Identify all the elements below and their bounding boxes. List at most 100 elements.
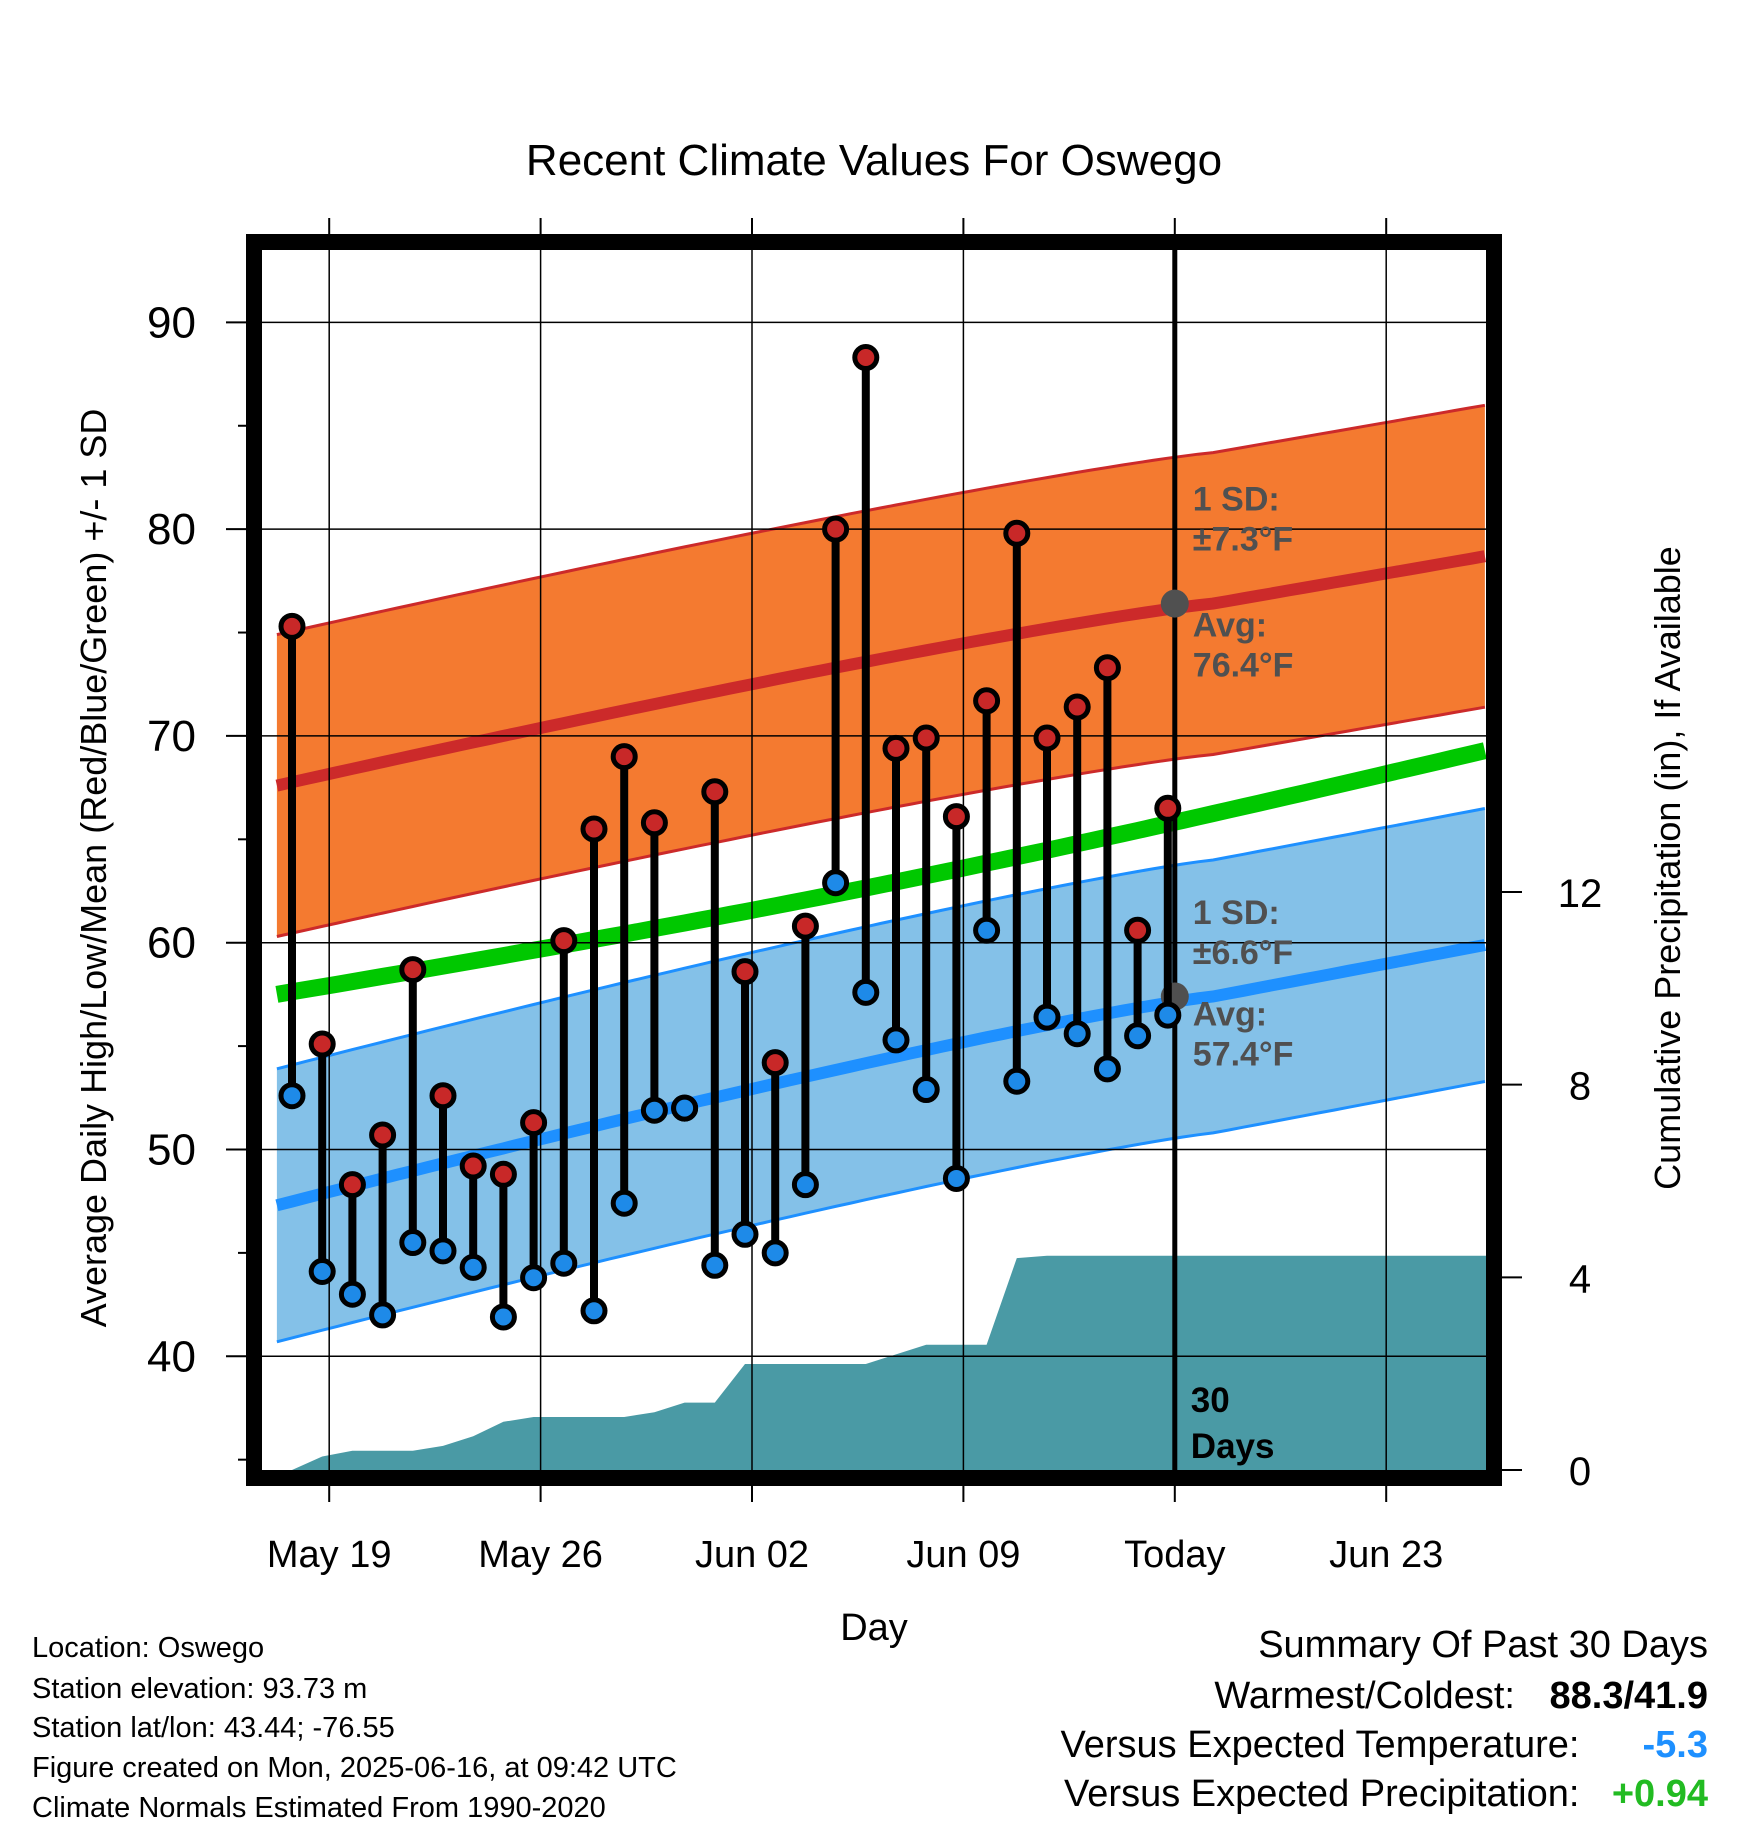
daily-high-point: [369, 1121, 397, 1149]
plot-area: 1 SD: ±7.3°F Avg: 76.4°F 1 SD: ±6.6°F Avg: 57.4…: [147, 218, 1602, 1576]
y-tick-label: 40: [147, 1332, 196, 1381]
high-normal-line: [275, 550, 1486, 792]
daily-high-point: [1154, 794, 1182, 822]
daily-low-point: [973, 916, 1001, 944]
summary-temp-label: Versus Expected Temperature:: [1060, 1724, 1580, 1766]
x-tick-label: Today: [1124, 1534, 1225, 1576]
daily-high-point: [489, 1160, 517, 1188]
y2-tick-label: 8: [1569, 1065, 1591, 1109]
daily-low-point: [1124, 1022, 1152, 1050]
y-tick-label: 90: [147, 298, 196, 347]
y-tick-label: 60: [147, 919, 196, 968]
low-sd-upper-edge: [276, 807, 1486, 1071]
summary-warm-cold-value: 88.3/41.9: [1549, 1675, 1708, 1717]
y2-tick-label: 12: [1558, 872, 1603, 916]
daily-high-point: [308, 1030, 336, 1058]
x-tick-label: Jun 02: [695, 1534, 809, 1576]
x-tick-label: May 19: [267, 1534, 392, 1576]
summary-temp-value: -5.3: [1642, 1724, 1708, 1766]
daily-high-point: [550, 927, 578, 955]
daily-high-point: [1124, 916, 1152, 944]
x-tick-label: Jun 23: [1329, 1534, 1443, 1576]
daily-low-point: [550, 1249, 578, 1277]
daily-high-point: [822, 515, 850, 543]
today-high-normal-marker: [1160, 589, 1189, 618]
daily-low-point: [701, 1251, 729, 1279]
daily-low-point: [429, 1237, 457, 1265]
summary-precip-label: Versus Expected Precipitation:: [1064, 1773, 1580, 1815]
daily-high-point: [761, 1049, 789, 1077]
daily-low-point: [610, 1189, 638, 1217]
daily-low-point: [882, 1026, 910, 1054]
mean-normal-line: [275, 742, 1486, 1003]
daily-high-point: [701, 778, 729, 806]
daily-low-point: [942, 1164, 970, 1192]
daily-low-point: [1033, 1003, 1061, 1031]
daily-high-point: [338, 1171, 366, 1199]
y-tick-label: 50: [147, 1125, 196, 1174]
meta-normals: Climate Normals Estimated From 1990-2020: [32, 1792, 606, 1824]
daily-high-point: [912, 724, 940, 752]
daily-low-point: [1154, 1001, 1182, 1029]
daily-high-point: [791, 912, 819, 940]
daily-high-point: [852, 344, 880, 372]
low-avg-annotation: Avg: 57.4°F: [1193, 995, 1294, 1073]
low-sd-band: [276, 808, 1485, 1342]
x-axis-label: Day: [840, 1607, 908, 1649]
daily-low-point: [822, 869, 850, 897]
daily-low-point: [761, 1239, 789, 1267]
daily-high-point: [1093, 654, 1121, 682]
daily-high-point: [973, 687, 1001, 715]
x-tick-label: May 26: [478, 1534, 603, 1576]
low-sd-annotation: 1 SD: ±6.6°F: [1193, 894, 1293, 972]
low-sd-lower-edge: [276, 1080, 1486, 1344]
daily-low-point: [399, 1229, 427, 1257]
daily-low-point: [1063, 1020, 1091, 1048]
high-sd-band: [276, 405, 1485, 937]
daily-low-point: [731, 1220, 759, 1248]
x-tick-label: Jun 09: [906, 1534, 1020, 1576]
y-tick-label: 70: [147, 712, 196, 761]
daily-low-point: [1003, 1067, 1031, 1095]
meta-latlon: Station lat/lon: 43.44; -76.55: [32, 1712, 395, 1744]
daily-high-point: [610, 743, 638, 771]
daily-low-point: [1093, 1055, 1121, 1083]
plot-clip-group: 1 SD: ±7.3°F Avg: 76.4°F 1 SD: ±6.6°F Avg: 57.4…: [262, 250, 1486, 1470]
daily-low-point: [308, 1257, 336, 1285]
daily-low-point: [852, 978, 880, 1006]
y-axis-label: Average Daily High/Low/Mean (Red/Blue/Gr…: [73, 409, 114, 1328]
daily-low-point: [580, 1297, 608, 1325]
daily-high-point: [278, 612, 306, 640]
daily-low-point: [671, 1094, 699, 1122]
chart-title: Recent Climate Values For Oswego: [526, 136, 1222, 185]
meta-elevation: Station elevation: 93.73 m: [32, 1673, 368, 1705]
y2-tick-label: 4: [1569, 1257, 1591, 1301]
daily-high-point: [429, 1082, 457, 1110]
daily-high-point: [942, 803, 970, 831]
daily-low-point: [520, 1264, 548, 1292]
summary-precip-row: Versus Expected Precipitation: +0.94: [1064, 1773, 1708, 1816]
y2-axis-label: Cumulative Precipitation (in), If Availa…: [1647, 546, 1688, 1190]
daily-low-point: [369, 1301, 397, 1329]
daily-low-point: [278, 1082, 306, 1110]
summary-temp-row: Versus Expected Temperature: -5.3: [1061, 1724, 1708, 1767]
high-avg-annotation: Avg: 76.4°F: [1193, 607, 1294, 685]
summary-precip-value: +0.94: [1611, 1773, 1708, 1815]
daily-low-point: [338, 1280, 366, 1308]
daily-high-point: [640, 809, 668, 837]
daily-low-point: [489, 1303, 517, 1331]
daily-high-point: [882, 734, 910, 762]
summary-warm-cold-row: Warmest/Coldest: 88.3/41.9: [1214, 1675, 1708, 1718]
daily-high-point: [580, 815, 608, 843]
daily-low-point: [912, 1076, 940, 1104]
daily-high-point: [731, 958, 759, 986]
meta-location: Location: Oswego: [32, 1632, 265, 1664]
daily-high-point: [520, 1109, 548, 1137]
high-sd-annotation: 1 SD: ±7.3°F: [1193, 481, 1293, 559]
daily-high-point: [1063, 693, 1091, 721]
days-annotation: 30 Days: [1191, 1381, 1275, 1466]
daily-low-point: [459, 1253, 487, 1281]
daily-high-point: [1033, 724, 1061, 752]
daily-low-point: [791, 1171, 819, 1199]
